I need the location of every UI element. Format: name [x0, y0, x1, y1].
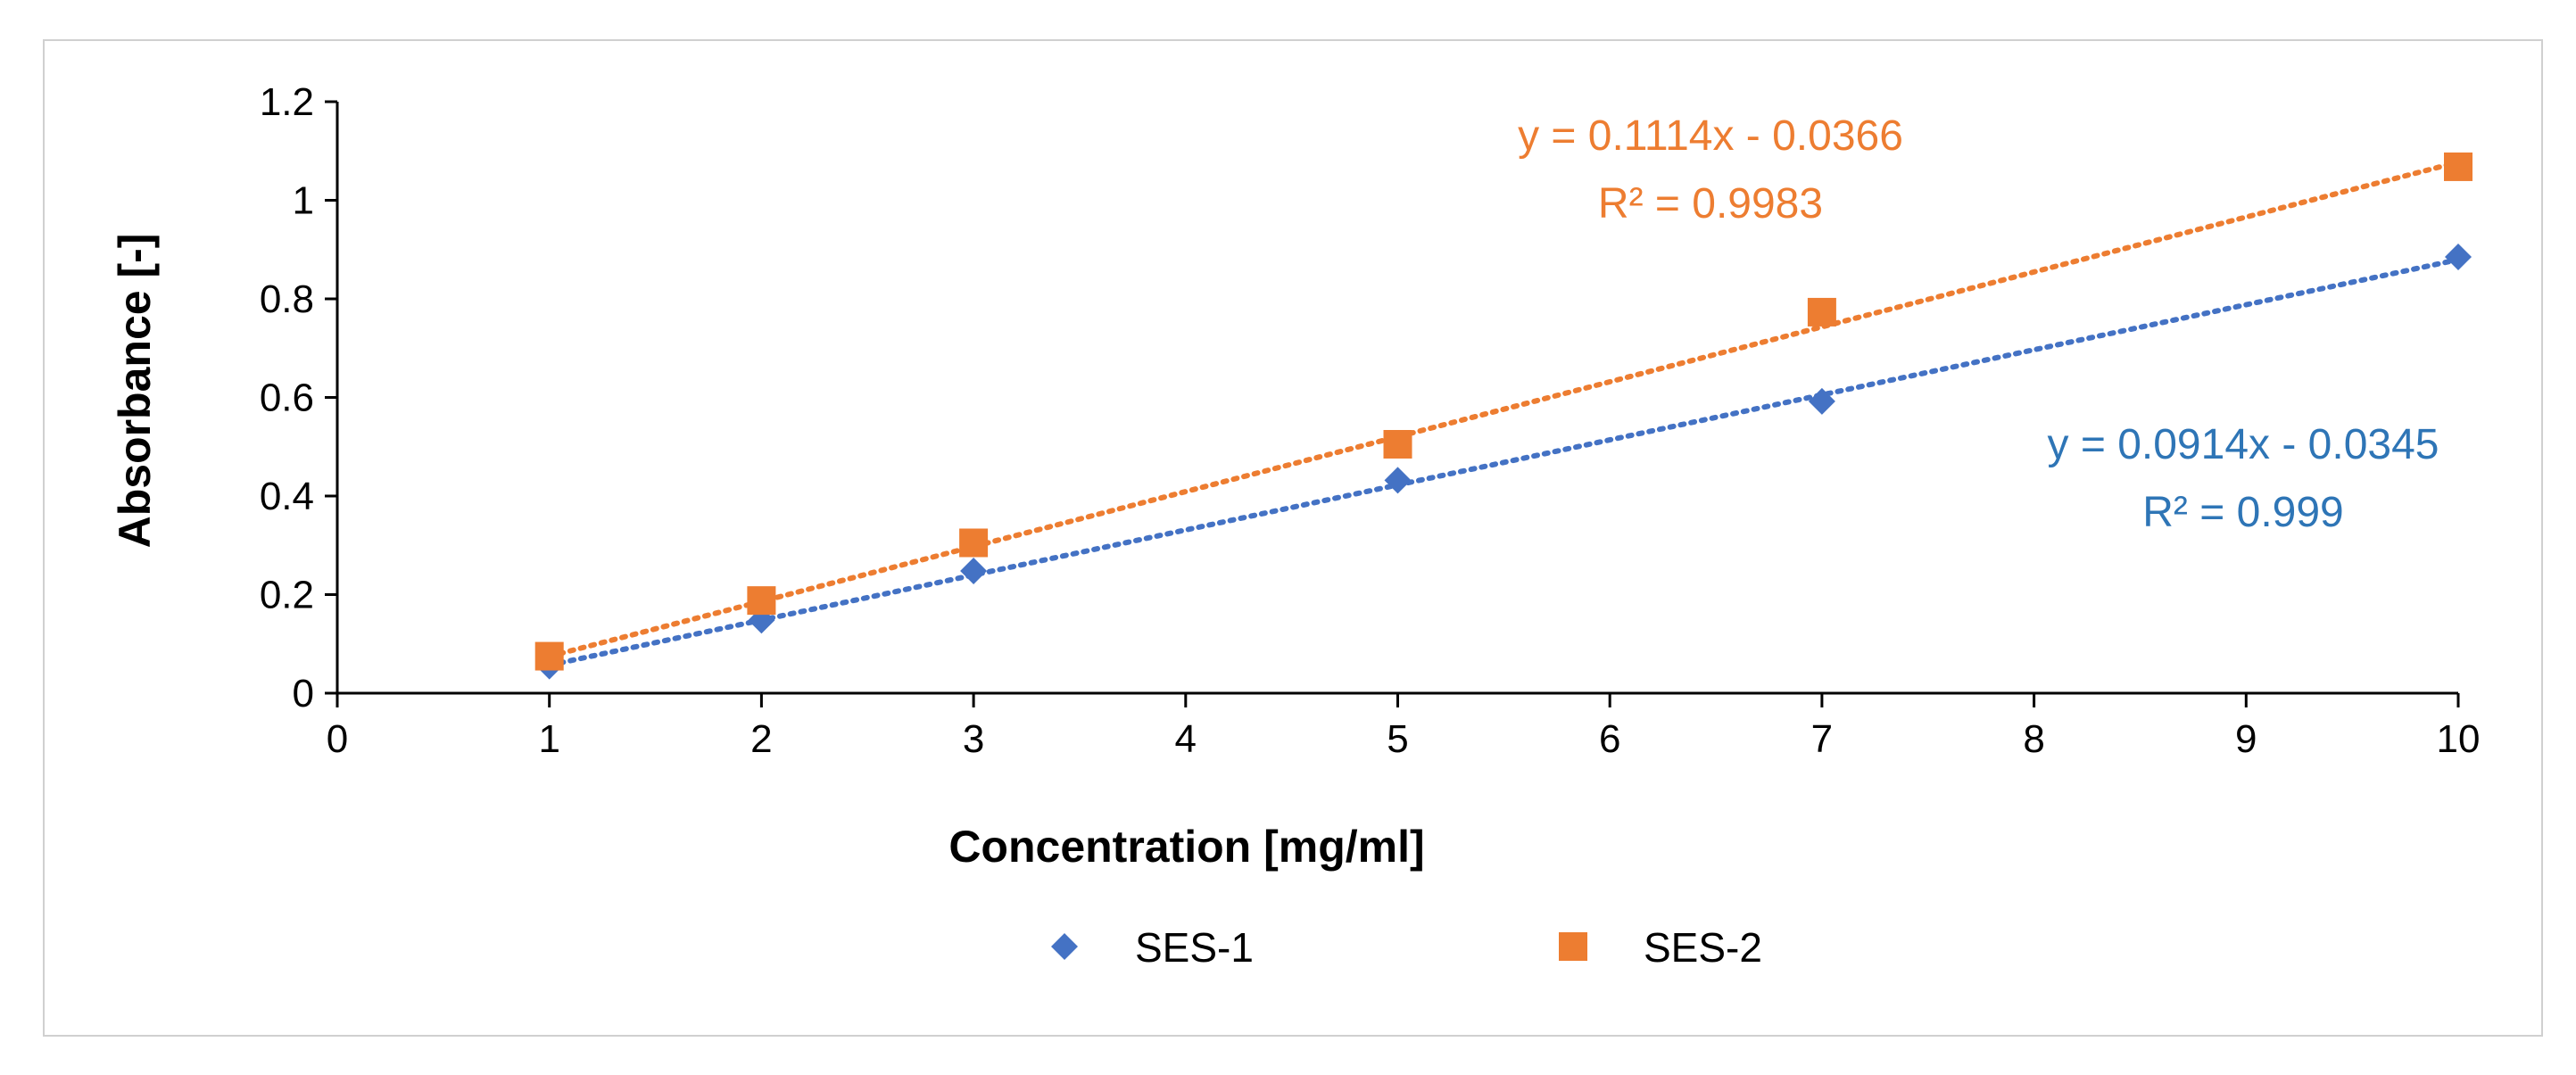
x-tick-label: 7 [1811, 717, 1833, 761]
legend-marker-ses2 [1559, 932, 1587, 961]
ses1-point [1808, 387, 1835, 415]
x-tick-label: 4 [1175, 717, 1197, 761]
ses2-trendline [546, 159, 2461, 659]
ses1-trendline [546, 257, 2461, 668]
ses2-point [1807, 297, 1836, 327]
ses1-point [960, 557, 988, 584]
trendlines [546, 159, 2461, 668]
x-tick-label: 0 [327, 717, 348, 761]
chart: 0 0.2 0.4 0.6 0.8 1 1.2 0 1 2 3 4 5 6 7 8 9 10 Concentrat… [110, 80, 2481, 971]
x-tick-label: 8 [2023, 717, 2044, 761]
legend-label-ses1: SES-1 [1135, 924, 1254, 971]
axes: 0 0.2 0.4 0.6 0.8 1 1.2 0 1 2 3 4 5 6 7 8 9 10 [260, 80, 2481, 761]
x-tick-label: 2 [750, 717, 772, 761]
y-tick-label: 1.2 [260, 80, 314, 124]
ses2-r2-label: R² = 0.9983 [1598, 180, 1823, 227]
y-tick-label: 0.4 [260, 475, 314, 518]
ses2-point [959, 528, 989, 558]
chart-frame: 0 0.2 0.4 0.6 0.8 1 1.2 0 1 2 3 4 5 6 7 8 9 10 Concentrat… [43, 39, 2543, 1037]
x-tick-label: 3 [963, 717, 984, 761]
y-tick-label: 0.2 [260, 574, 314, 617]
legend: SES-1 SES-2 [1051, 924, 1762, 971]
ses2-equation-label: y = 0.1114x - 0.0366 [1518, 112, 1903, 160]
y-tick-label: 1 [293, 179, 314, 223]
ses1-point [2445, 244, 2472, 271]
ses1-r2-label: R² = 0.999 [2142, 489, 2343, 536]
y-tick-label: 0 [293, 672, 314, 715]
ses1-equation-label: y = 0.0914x - 0.0345 [2048, 421, 2439, 468]
ses2-point [2444, 152, 2472, 181]
ses2-point [747, 586, 776, 616]
ses2-point [1383, 429, 1412, 459]
x-tick-label: 1 [538, 717, 559, 761]
y-tick-label: 0.6 [260, 376, 314, 420]
legend-label-ses2: SES-2 [1644, 924, 1762, 971]
x-tick-label: 9 [2235, 717, 2257, 761]
x-tick-label: 10 [2437, 717, 2481, 761]
y-axis-title: Absorbance [-] [110, 234, 160, 549]
ses2-point [534, 641, 564, 671]
data-points [534, 152, 2472, 680]
x-axis-title: Concentration [mg/ml] [948, 822, 1424, 872]
x-tick-label: 5 [1387, 717, 1408, 761]
ses1-point [1384, 467, 1412, 494]
x-tick-label: 6 [1599, 717, 1620, 761]
y-tick-label: 0.8 [260, 277, 314, 321]
legend-marker-ses1 [1051, 933, 1078, 960]
